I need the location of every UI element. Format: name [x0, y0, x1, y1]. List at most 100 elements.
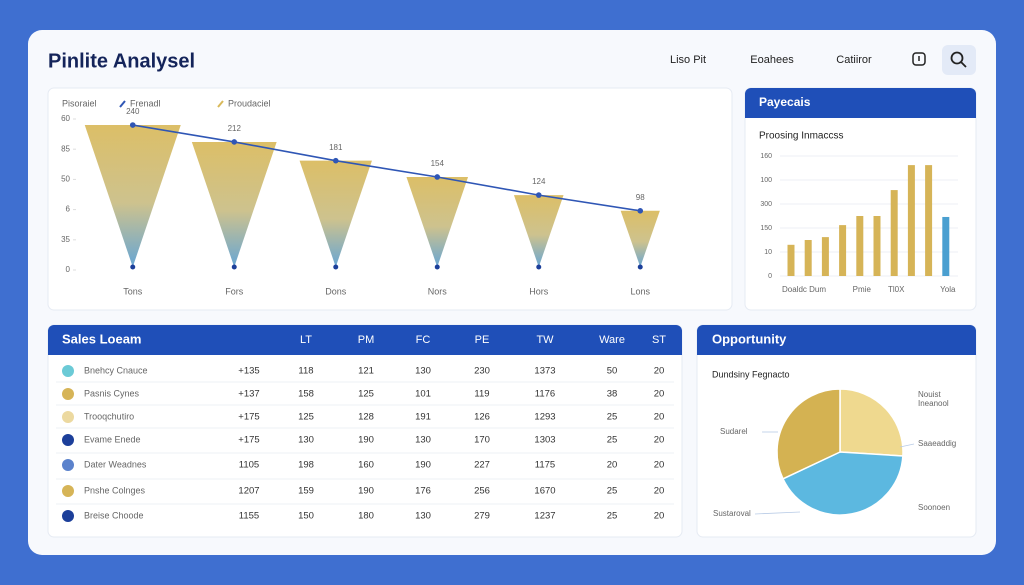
search-button[interactable] — [942, 45, 976, 75]
legend-marker — [119, 100, 126, 108]
table-cell: 20 — [654, 412, 665, 423]
bar — [890, 190, 898, 276]
legend-label: Frenadl — [130, 98, 161, 108]
apex-dot — [231, 264, 237, 270]
panel-header — [48, 325, 682, 355]
row-dot — [62, 411, 74, 423]
table-cell: 50 — [607, 366, 618, 377]
legend-marker — [217, 100, 224, 108]
x-tick-label: Dons — [325, 286, 347, 296]
annotation: Ineanool — [918, 399, 949, 408]
panel-header — [745, 88, 976, 118]
table-cell: 1155 — [239, 511, 259, 522]
table-cell: 1303 — [534, 435, 555, 446]
x-tick-label: Doaldc Dum — [782, 285, 826, 294]
table-cell: 180 — [358, 511, 374, 522]
table-cell: 126 — [474, 412, 490, 423]
table-cell: 130 — [415, 511, 431, 522]
x-tick-label: Tl0X — [888, 285, 905, 294]
series-line — [132, 124, 641, 212]
table-cell: 190 — [415, 460, 431, 471]
line-point — [434, 174, 441, 180]
y-tick-label: 10 — [764, 249, 772, 256]
y-tick-label: 6 — [66, 205, 71, 214]
table-title: Sales Loeam — [62, 331, 142, 346]
nav-link[interactable]: Catiiror — [836, 54, 872, 66]
info-button[interactable] — [906, 45, 932, 73]
table-cell: 1105 — [239, 460, 259, 471]
table-cell: 25 — [607, 511, 618, 522]
table-cell: +135 — [238, 366, 259, 377]
y-tick-label: 0 — [66, 265, 71, 274]
table-cell: 20 — [654, 460, 665, 471]
line-point — [129, 122, 136, 128]
table-cell: 176 — [415, 486, 431, 497]
panel — [744, 87, 977, 311]
table-cell: 128 — [358, 412, 374, 423]
table-cell: 1237 — [534, 511, 555, 522]
x-tick-label: Fors — [225, 286, 244, 296]
y-tick-label: 85 — [61, 144, 70, 153]
nav-link[interactable]: Eoahees — [750, 54, 794, 66]
table-cell: 121 — [358, 366, 374, 377]
table-cell: 1207 — [238, 486, 259, 497]
table-cell: 101 — [415, 389, 431, 400]
value-label: 212 — [228, 124, 242, 133]
table-cell: 20 — [654, 389, 665, 400]
table-cell: 20 — [607, 460, 618, 471]
line-point — [535, 192, 542, 198]
bar — [873, 216, 881, 276]
table-cell: 170 — [474, 435, 490, 446]
table-cell: 38 — [607, 389, 618, 400]
x-tick-label: Tons — [123, 286, 143, 296]
funnel-triangle — [513, 195, 564, 267]
column-header: PE — [475, 334, 490, 346]
row-dot — [62, 510, 74, 522]
value-label: 124 — [532, 177, 546, 186]
table-cell: 20 — [654, 366, 665, 377]
line-point — [637, 208, 644, 214]
nav-link[interactable]: Liso Pit — [670, 54, 706, 66]
column-header: FC — [416, 334, 431, 346]
value-label: 154 — [431, 159, 445, 168]
table-cell: 256 — [474, 486, 490, 497]
column-header: Ware — [599, 334, 625, 346]
leader-line — [899, 443, 915, 448]
value-label: 240 — [126, 107, 140, 116]
row-name: Breise Choode — [84, 510, 144, 520]
chart-subtitle: Proosing Inmaccss — [759, 131, 843, 142]
row-dot — [62, 434, 74, 446]
x-tick-label: Lons — [630, 286, 650, 296]
row-name: Trooqchutiro — [84, 411, 134, 421]
annotation: Soonoen — [918, 503, 950, 512]
table-cell: 150 — [298, 511, 314, 522]
apex-dot — [637, 264, 643, 270]
apex-dot — [536, 264, 542, 270]
line-point — [231, 139, 238, 145]
pie-slice — [839, 388, 904, 457]
x-tick-label: Nors — [428, 286, 448, 296]
table-cell: +175 — [238, 435, 259, 446]
table-cell: 118 — [298, 366, 313, 377]
table-cell: 1176 — [535, 389, 555, 400]
row-name: Dater Weadnes — [84, 459, 147, 469]
panel — [47, 324, 683, 538]
chart-subtitle: Dundsiny Fegnacto — [712, 369, 790, 379]
y-tick-label: 160 — [760, 153, 772, 160]
bar — [839, 225, 847, 276]
pie-slice — [781, 451, 904, 516]
table-cell: 159 — [298, 486, 314, 497]
slice-label: Saaeaddig — [918, 439, 956, 448]
table-cell: 191 — [415, 412, 431, 423]
legend-label: Proudaciel — [228, 98, 271, 108]
table-cell: 25 — [607, 486, 618, 497]
table-cell: 227 — [474, 460, 490, 471]
column-header: TW — [536, 334, 554, 346]
table-cell: 25 — [607, 412, 618, 423]
table-cell: 1373 — [534, 366, 555, 377]
y-tick-label: 0 — [768, 273, 772, 280]
table-cell: 119 — [474, 389, 489, 400]
table-cell: 130 — [415, 366, 431, 377]
row-name: Pnshe Colnges — [84, 485, 146, 495]
